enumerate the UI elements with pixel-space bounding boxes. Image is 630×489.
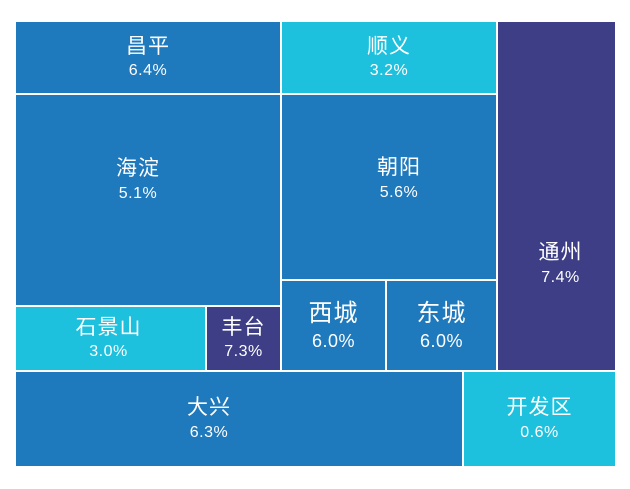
tile-dongcheng: 东城 6.0% — [386, 280, 497, 371]
tile-name: 昌平 — [126, 33, 170, 58]
tile-shunyi: 顺义 3.2% — [281, 21, 497, 94]
tile-label-group: 开发区 0.6% — [507, 394, 573, 443]
tile-haidian: 海淀 5.1% — [15, 94, 281, 306]
tile-tongzhou: 通州 7.4% — [497, 21, 616, 371]
tile-value: 3.2% — [369, 62, 409, 80]
tile-label-group: 朝阳 5.6% — [377, 154, 421, 203]
tile-xicheng: 西城 6.0% — [281, 280, 386, 371]
tile-kaifaqu: 开发区 0.6% — [463, 371, 616, 467]
tile-name: 丰台 — [221, 314, 266, 339]
tile-value: 7.4% — [541, 268, 580, 286]
tile-label-group: 丰台 7.3% — [222, 314, 266, 363]
tile-name: 通州 — [538, 240, 583, 265]
tile-value: 6.0% — [419, 330, 464, 351]
tile-label-group: 西城 6.0% — [309, 298, 359, 353]
tile-name: 石景山 — [75, 314, 142, 339]
tile-name: 大兴 — [187, 395, 231, 420]
tile-name: 海淀 — [116, 156, 160, 181]
tile-value: 0.6% — [520, 423, 559, 441]
tile-label-group: 顺义 3.2% — [367, 33, 411, 82]
tile-label-group: 东城 6.0% — [417, 298, 467, 353]
tile-daxing: 大兴 6.3% — [15, 371, 463, 467]
tile-label-group: 通州 7.4% — [539, 239, 583, 288]
tile-fengtai: 丰台 7.3% — [206, 306, 281, 371]
tile-value: 3.0% — [89, 343, 128, 361]
tile-value: 5.1% — [118, 184, 158, 202]
tile-name: 西城 — [308, 298, 359, 327]
tile-label-group: 昌平 6.4% — [126, 33, 170, 82]
tile-name: 开发区 — [506, 395, 573, 420]
tile-name: 东城 — [416, 298, 467, 327]
tile-changping: 昌平 6.4% — [15, 21, 281, 94]
tile-value: 6.0% — [311, 330, 356, 351]
tile-chaoyang: 朝阳 5.6% — [281, 94, 497, 280]
tile-label-group: 大兴 6.3% — [187, 394, 231, 443]
tile-value: 6.4% — [128, 62, 168, 80]
tile-name: 顺义 — [367, 33, 411, 58]
tile-value: 6.3% — [189, 423, 229, 441]
tile-shijingshan: 石景山 3.0% — [15, 306, 206, 371]
tile-label-group: 海淀 5.1% — [116, 155, 160, 204]
tile-value: 7.3% — [224, 343, 263, 361]
tile-name: 朝阳 — [377, 155, 421, 180]
tile-value: 5.6% — [379, 183, 419, 201]
tile-label-group: 石景山 3.0% — [76, 314, 142, 363]
